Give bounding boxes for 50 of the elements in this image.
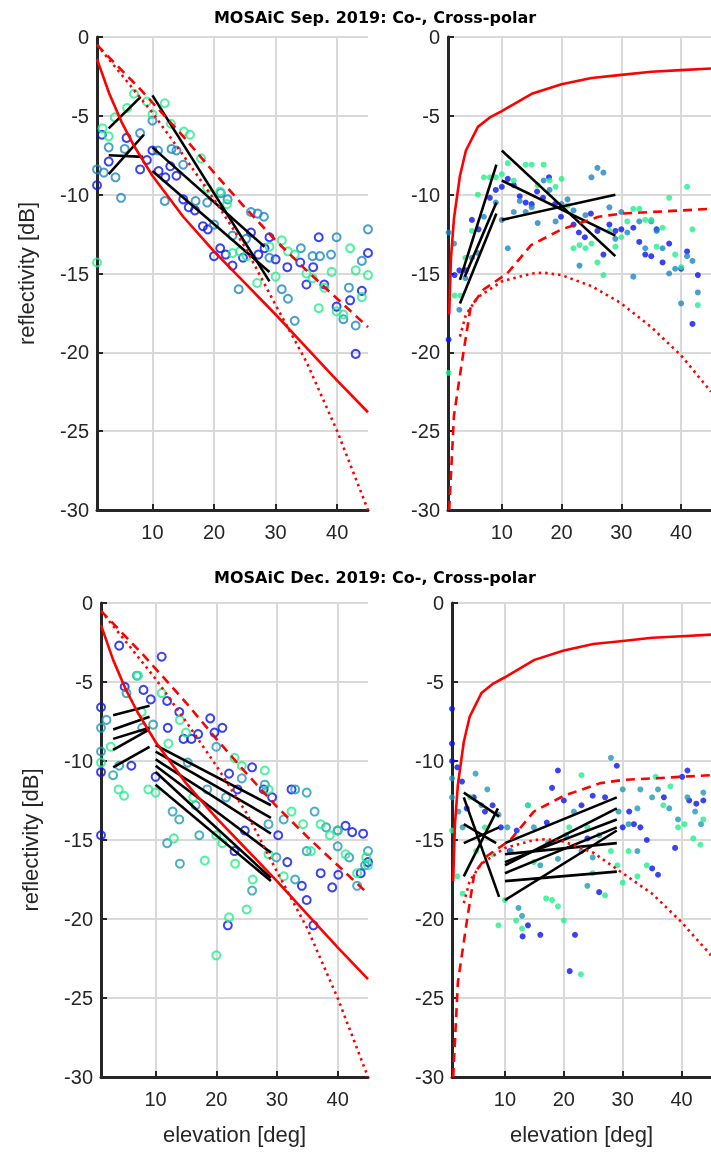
y-tick-label: -5 [75,671,93,693]
x-tick-label: 30 [265,1088,289,1110]
y-tick-label: 0 [77,26,89,48]
y-tick-label: -10 [64,750,93,772]
y-tick-label: -20 [415,908,444,930]
x-axis-title: elevation [deg] [162,1121,307,1147]
y-tick-label: -15 [60,262,89,285]
y-axis-title: reflectivity [dB] [17,768,43,912]
x-tick-label: 20 [550,521,573,543]
x-tick-label: 40 [326,1088,349,1110]
y-tick-label: -5 [426,671,444,693]
x-tick-label: 20 [552,1088,575,1110]
y-tick-label: -20 [60,341,89,364]
y-tick-label: -15 [411,262,440,285]
x-tick-label: 40 [326,521,349,543]
y-tick-label: -10 [60,183,89,206]
y-tick-label: -10 [415,750,444,772]
x-tick-label: 30 [611,1088,634,1110]
x-tick-label: 40 [669,521,693,543]
y-tick-label: -15 [64,829,93,851]
y-tick-label: -25 [415,987,444,1009]
x-tick-label: 10 [493,1088,517,1110]
x-tick-label: 20 [205,1088,228,1110]
y-tick-label: -30 [60,499,89,521]
x-tick-label: 30 [610,521,633,543]
y-tick-label: 0 [81,592,93,614]
chart-title: MOSAiC Sep. 2019: Co-, Cross-polar [213,7,537,27]
y-tick-label: -30 [415,1066,444,1088]
x-tick-label: 30 [264,521,287,543]
y-tick-label: -5 [71,104,89,127]
y-tick-label: -25 [64,987,93,1009]
x-tick-label: 10 [490,521,513,543]
x-tick-label: 20 [202,521,226,543]
y-tick-label: -20 [411,341,440,364]
chart-title: MOSAiC Dec. 2019: Co-, Cross-polar [214,567,537,587]
y-tick-label: -30 [411,499,440,521]
y-tick-label: -20 [64,908,93,930]
x-tick-label: 10 [144,1088,167,1110]
x-tick-label: 40 [670,1088,693,1110]
y-tick-label: -25 [411,420,440,443]
y-tick-label: -5 [422,104,440,127]
x-tick-label: 10 [141,521,164,543]
y-tick-label: -10 [411,183,440,206]
x-axis-title: elevation [deg] [509,1121,654,1147]
y-tick-label: 0 [432,592,444,614]
y-tick-label: -15 [415,829,444,851]
y-tick-label: 0 [428,26,440,48]
y-axis-title: reflectivity [dB] [13,201,39,346]
y-tick-label: -25 [60,420,89,443]
y-tick-label: -30 [64,1066,93,1088]
